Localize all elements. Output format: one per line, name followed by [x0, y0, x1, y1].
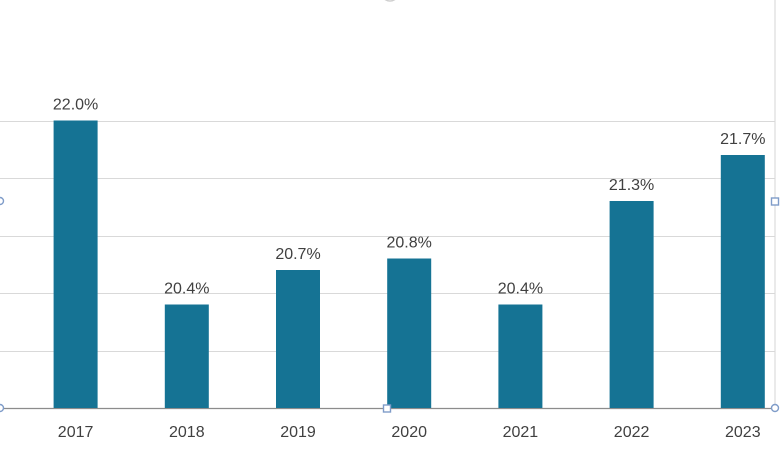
bar-2017 — [53, 120, 98, 408]
handle-right-bottom[interactable] — [770, 403, 780, 413]
data-label-2019: 20.7% — [275, 246, 320, 263]
selection-handles[interactable] — [0, 196, 780, 413]
x-tick-label-2018: 2018 — [169, 424, 205, 441]
data-label-2020: 20.8% — [387, 235, 432, 252]
x-tick-label-2017: 2017 — [58, 424, 94, 441]
top-handle-arc — [384, 0, 396, 2]
x-tick-label-2022: 2022 — [614, 424, 650, 441]
x-tick-labels: 2017 2018 2019 2020 2021 2022 2023 — [58, 424, 761, 441]
handle-bottom-center[interactable] — [382, 404, 392, 413]
chart-frame — [384, 0, 776, 408]
x-tick-label-2020: 2020 — [391, 424, 427, 441]
data-label-2023: 21.7% — [720, 131, 765, 148]
data-label-2022: 21.3% — [609, 177, 654, 194]
bar-2023 — [720, 155, 765, 408]
bar-2021 — [498, 304, 543, 408]
bar-2018 — [164, 304, 209, 408]
data-label-2018: 20.4% — [164, 281, 209, 298]
handle-left-middle[interactable] — [0, 196, 5, 206]
handle-right-middle[interactable] — [770, 197, 780, 206]
data-label-2017: 22.0% — [53, 97, 98, 114]
bars — [53, 120, 765, 408]
handle-left-bottom[interactable] — [0, 403, 5, 413]
x-tick-label-2019: 2019 — [280, 424, 316, 441]
x-tick-label-2023: 2023 — [725, 424, 761, 441]
x-tick-label-2021: 2021 — [503, 424, 539, 441]
data-labels: 22.0% 20.4% 20.7% 20.8% 20.4% 21.3% 21.7% — [53, 97, 766, 298]
bar-2022 — [609, 201, 654, 408]
bar-2019 — [276, 270, 320, 408]
bar-2020 — [387, 258, 432, 408]
data-label-2021: 20.4% — [498, 281, 543, 298]
